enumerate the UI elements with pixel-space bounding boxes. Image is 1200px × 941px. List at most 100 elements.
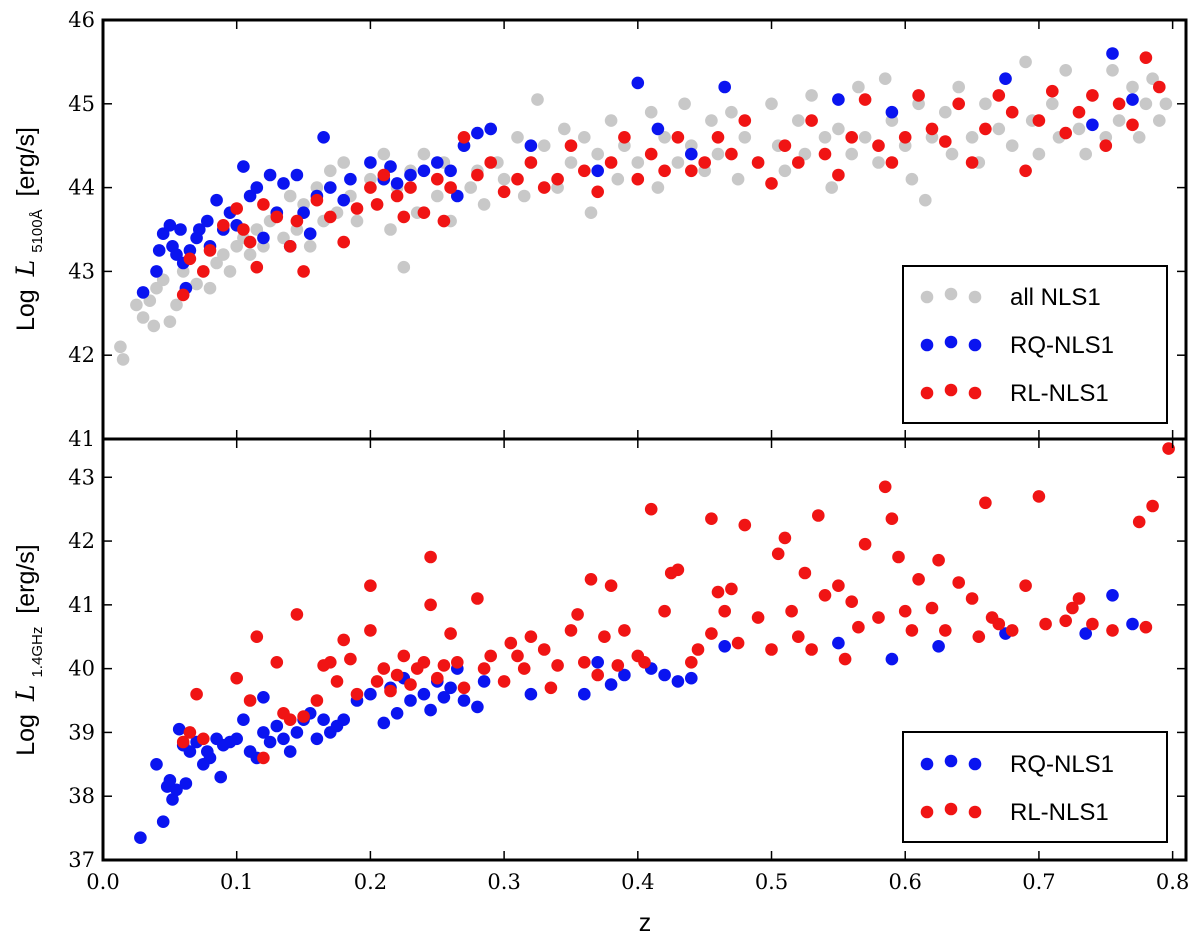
bottom-ylabel-prefix: Log [12,714,40,756]
bottom-point-rl-nls1 [417,656,431,669]
top-legend-marker [944,287,958,301]
xtick-label: 0.3 [487,870,520,894]
top-point-rl-nls1 [457,131,471,144]
top-point-all-nls1 [711,147,725,161]
top-point-rl-nls1 [738,114,752,127]
top-point-all-nls1 [477,198,491,211]
bottom-point-rl-nls1 [905,624,919,637]
top-ylabel-sub: 5100Å [29,209,46,252]
bottom-point-rq-nls1 [524,687,538,701]
top-point-rq-nls1 [136,286,150,299]
top-point-all-nls1 [1046,97,1059,111]
top-point-rl-nls1 [912,89,925,102]
top-point-all-nls1 [1019,55,1032,69]
top-point-rl-nls1 [257,198,270,211]
bottom-point-rl-nls1 [591,668,604,682]
bottom-point-rl-nls1 [912,573,925,586]
top-point-rq-nls1 [317,131,330,144]
top-point-rq-nls1 [152,244,166,257]
top-point-rl-nls1 [324,210,337,224]
bottom-point-rq-nls1 [166,793,179,806]
top-legend: all NLS1 RQ-NLS1 RL-NLS1 [902,265,1168,424]
bottom-point-rl-nls1 [705,627,718,640]
bottom-point-rl-nls1 [872,611,885,624]
bottom-point-rl-nls1 [330,675,344,688]
bottom-point-rq-nls1 [377,716,391,730]
top-ytick-label: 42 [68,343,95,367]
bottom-point-rl-nls1 [424,598,437,612]
bottom-point-rq-nls1 [257,691,270,704]
bottom-legend-marker [968,757,982,771]
top-point-all-nls1 [825,181,838,194]
top-point-rl-nls1 [778,139,792,152]
top-point-rl-nls1 [698,156,711,169]
bottom-point-rl-nls1 [965,592,979,605]
top-point-rl-nls1 [671,131,685,144]
top-point-rq-nls1 [524,139,538,152]
bottom-point-rq-nls1 [832,636,845,650]
bottom-legend-marker [920,757,934,771]
bottom-point-rl-nls1 [537,643,551,656]
top-point-all-nls1 [905,172,919,186]
bottom-point-rq-nls1 [390,707,404,720]
bottom-point-rl-nls1 [390,668,404,682]
top-point-all-nls1 [384,223,397,236]
bottom-point-rq-nls1 [337,713,351,726]
top-point-all-nls1 [190,277,203,291]
bottom-point-rl-nls1 [584,573,598,586]
bottom-point-rl-nls1 [1146,499,1159,513]
top-point-rl-nls1 [404,181,417,194]
bottom-point-rl-nls1 [310,694,324,707]
top-point-all-nls1 [671,156,685,169]
top-point-rl-nls1 [604,156,618,169]
top-point-rq-nls1 [150,265,163,278]
top-legend-marker [920,386,934,400]
top-point-rl-nls1 [270,210,284,224]
top-point-rl-nls1 [197,265,210,278]
top-point-all-nls1 [965,131,979,144]
top-point-rl-nls1 [805,114,818,127]
bottom-point-rq-nls1 [718,640,731,653]
top-point-rq-nls1 [193,223,206,236]
top-point-rq-nls1 [718,80,731,94]
top-point-rq-nls1 [243,189,257,203]
bottom-point-rq-nls1 [230,732,243,746]
top-point-rq-nls1 [156,227,170,240]
bottom-legend-marker [944,754,958,768]
top-point-rl-nls1 [524,156,538,169]
top-point-rl-nls1 [979,122,992,136]
top-point-all-nls1 [945,147,959,161]
xtick-label: 0.1 [220,870,253,894]
bottom-point-rl-nls1 [691,643,705,656]
top-point-all-nls1 [658,131,671,144]
xtick-label: 0.6 [889,870,922,894]
bottom-point-rq-nls1 [1079,627,1092,640]
bottom-point-rq-nls1 [671,675,685,688]
bottom-point-rl-nls1 [424,550,437,564]
top-point-rq-nls1 [384,160,397,173]
top-point-all-nls1 [337,156,351,169]
bottom-point-rq-nls1 [156,815,170,828]
top-point-all-nls1 [818,131,832,144]
bottom-point-rl-nls1 [1162,442,1175,455]
bottom-point-rq-nls1 [364,687,377,701]
top-point-rl-nls1 [237,223,250,236]
bottom-point-rq-nls1 [283,745,297,758]
top-point-rl-nls1 [578,164,591,178]
bottom-point-rl-nls1 [370,675,384,688]
top-point-all-nls1 [678,97,691,111]
bottom-point-rl-nls1 [765,643,778,656]
bottom-point-rq-nls1 [203,751,217,765]
top-point-all-nls1 [303,240,317,253]
bottom-point-rl-nls1 [471,592,484,605]
xtick-label: 0.0 [86,870,119,894]
bottom-point-rl-nls1 [731,636,745,650]
bottom-point-rl-nls1 [658,604,671,618]
bottom-point-rl-nls1 [1086,617,1099,631]
bottom-point-rq-nls1 [317,713,330,726]
bottom-point-rl-nls1 [517,662,531,675]
top-point-all-nls1 [792,114,805,127]
bottom-legend: RQ-NLS1 RL-NLS1 [902,731,1168,843]
top-point-all-nls1 [1106,64,1119,77]
top-point-rl-nls1 [176,288,190,302]
